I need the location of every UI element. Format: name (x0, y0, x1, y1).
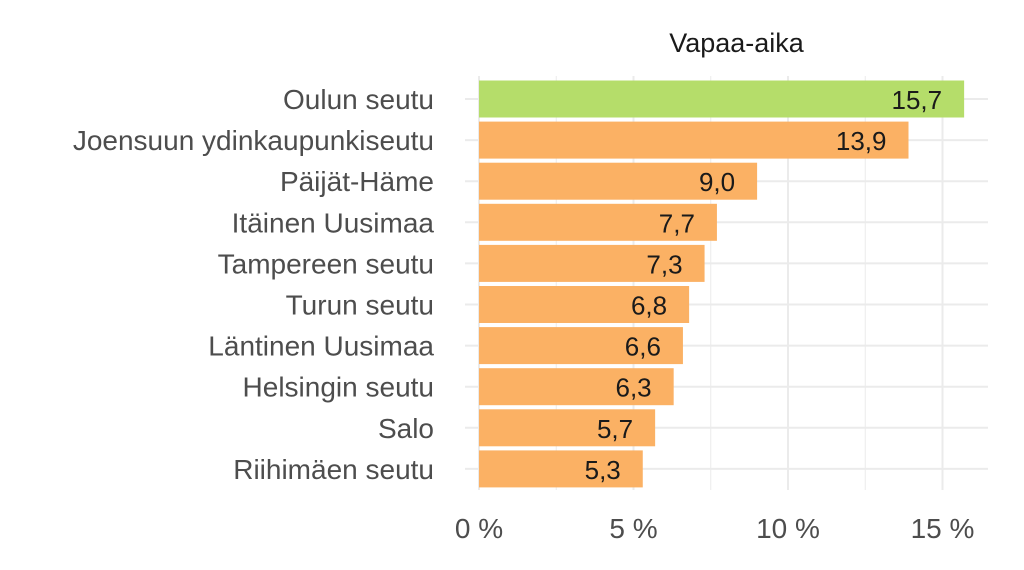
value-label: 7,3 (646, 249, 682, 279)
category-label: Päijät-Häme (280, 166, 434, 197)
bar (479, 409, 656, 447)
category-label: Itäinen Uusimaa (232, 207, 435, 238)
x-tick-label: 15 % (911, 513, 975, 544)
chart-title: Vapaa-aika (669, 28, 805, 58)
value-label: 6,8 (631, 291, 667, 321)
bar (479, 286, 690, 323)
bar (479, 80, 965, 118)
x-tick-label: 10 % (756, 513, 820, 544)
value-label: 15,7 (892, 85, 943, 115)
bar (479, 121, 909, 159)
category-label: Oulun seutu (283, 84, 434, 115)
category-labels: Oulun seutu Joensuun ydinkaupunkiseutu Päi… (73, 84, 435, 485)
category-label: Riihimäen seutu (233, 454, 434, 485)
value-label: 13,9 (836, 126, 887, 156)
bar (479, 203, 717, 241)
value-labels: 15,713,9 9,07,7 7,3 6,8 6,6 6,3 5,7 5,3 (585, 85, 943, 485)
bar (479, 368, 674, 406)
x-tick-label: 0 % (455, 513, 503, 544)
bars (479, 80, 965, 488)
value-label: 6,3 (616, 373, 652, 403)
value-label: 5,7 (597, 414, 633, 444)
bar (479, 327, 683, 365)
category-label: Helsingin seutu (243, 372, 434, 403)
value-label: 7,7 (659, 208, 695, 238)
x-tick-labels: 0 % 5 % 10 % 15 % (455, 513, 975, 544)
category-label: Läntinen Uusimaa (208, 331, 434, 362)
x-tick-label: 5 % (609, 513, 657, 544)
bar (479, 244, 705, 282)
value-label: 5,3 (585, 455, 621, 485)
category-label: Tampereen seutu (218, 248, 434, 279)
bar (479, 450, 643, 488)
category-label: Joensuun ydinkaupunkiseutu (73, 125, 434, 156)
value-label: 9,0 (699, 167, 735, 197)
bar (479, 162, 758, 200)
value-label: 6,6 (625, 332, 661, 362)
category-label: Salo (378, 413, 434, 444)
category-label: Turun seutu (286, 290, 434, 321)
